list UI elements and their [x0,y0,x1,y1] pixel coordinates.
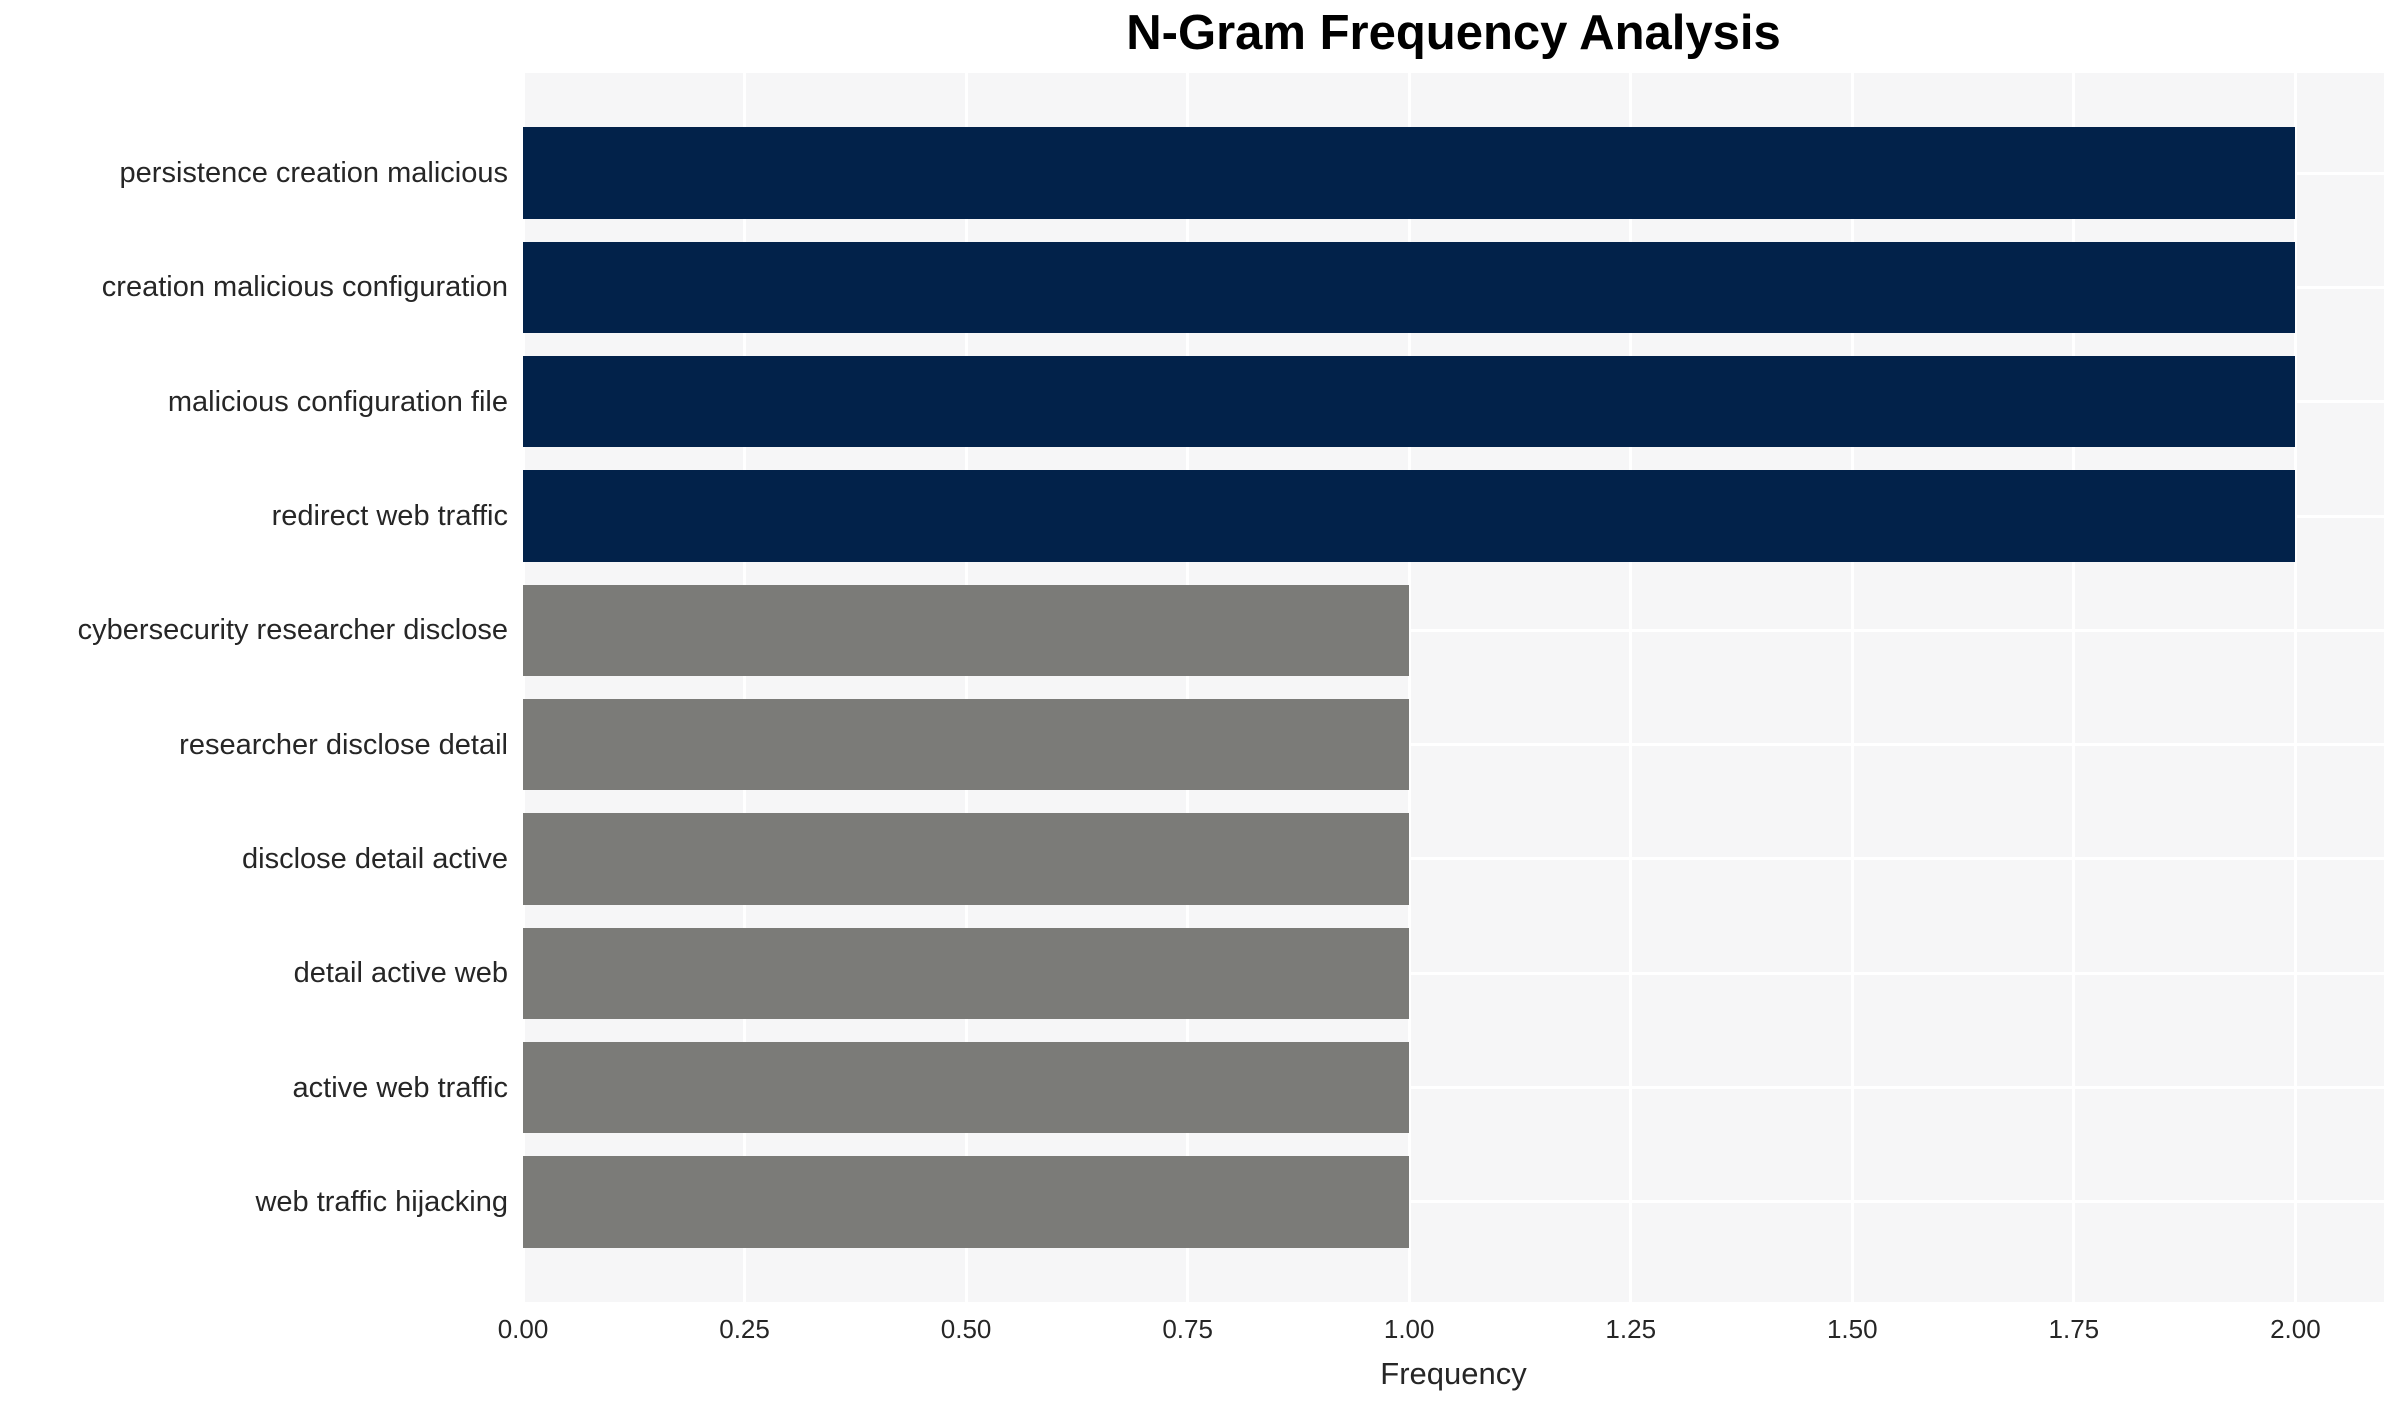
x-tick-label: 0.00 [497,1314,549,1344]
bar-detail-active-web [523,927,1410,1019]
y-tick-label: persistence creation malicious [119,157,508,190]
bar-web-traffic-hijacking [523,1156,1410,1248]
bar-creation-malicious-configuration [523,241,2296,334]
plot-area [523,73,2384,1302]
bar-cybersecurity-researcher-disclose [523,584,1410,677]
horizontal-gridline [523,971,2384,975]
vertical-gridline [1186,73,1190,1302]
vertical-gridline [2072,73,2076,1302]
vertical-gridline [743,73,747,1302]
horizontal-gridline [523,857,2384,861]
bar-disclose-detail-active [523,813,1410,905]
vertical-gridline [1629,73,1633,1302]
x-tick-label: 1.25 [1605,1314,1657,1344]
x-tick-label: 0.75 [1162,1314,1213,1344]
vertical-gridline [964,73,968,1302]
horizontal-gridline [523,628,2384,632]
y-tick-label: malicious configuration file [167,385,508,418]
y-tick-label: creation malicious configuration [101,271,508,304]
y-tick-label: researcher disclose detail [179,728,508,761]
x-tick-label: 1.00 [1383,1314,1435,1344]
chart-title: N-Gram Frequency Analysis [1126,6,1781,60]
vertical-gridline [1850,73,1854,1302]
bar-researcher-disclose-detail [523,698,1410,791]
y-tick-label: redirect web traffic [271,500,508,533]
horizontal-gridline [523,1086,2384,1090]
x-tick-label: 0.25 [719,1314,770,1344]
y-tick-label: cybersecurity researcher disclose [77,614,508,647]
horizontal-gridline [523,1200,2384,1204]
vertical-gridline [523,73,525,1302]
horizontal-gridline [523,743,2384,747]
y-tick-label: disclose detail active [242,842,508,875]
y-tick-label: detail active web [293,957,508,990]
bar-malicious-configuration-file [523,356,2296,448]
y-tick-label: web traffic hijacking [255,1185,508,1218]
y-tick-label: active web traffic [292,1071,508,1104]
vertical-gridline [1407,73,1411,1302]
bar-active-web-traffic [523,1041,1410,1134]
bar-redirect-web-traffic [523,470,2296,562]
x-axis-title: Frequency [1380,1356,1527,1391]
x-tick-label: 1.50 [1826,1314,1878,1344]
x-tick-label: 0.50 [940,1314,992,1344]
bar-persistence-creation-malicious [523,127,2296,219]
x-tick-label: 1.75 [2048,1314,2100,1344]
x-tick-label: 2.00 [2270,1314,2321,1344]
vertical-gridline [2293,73,2297,1302]
